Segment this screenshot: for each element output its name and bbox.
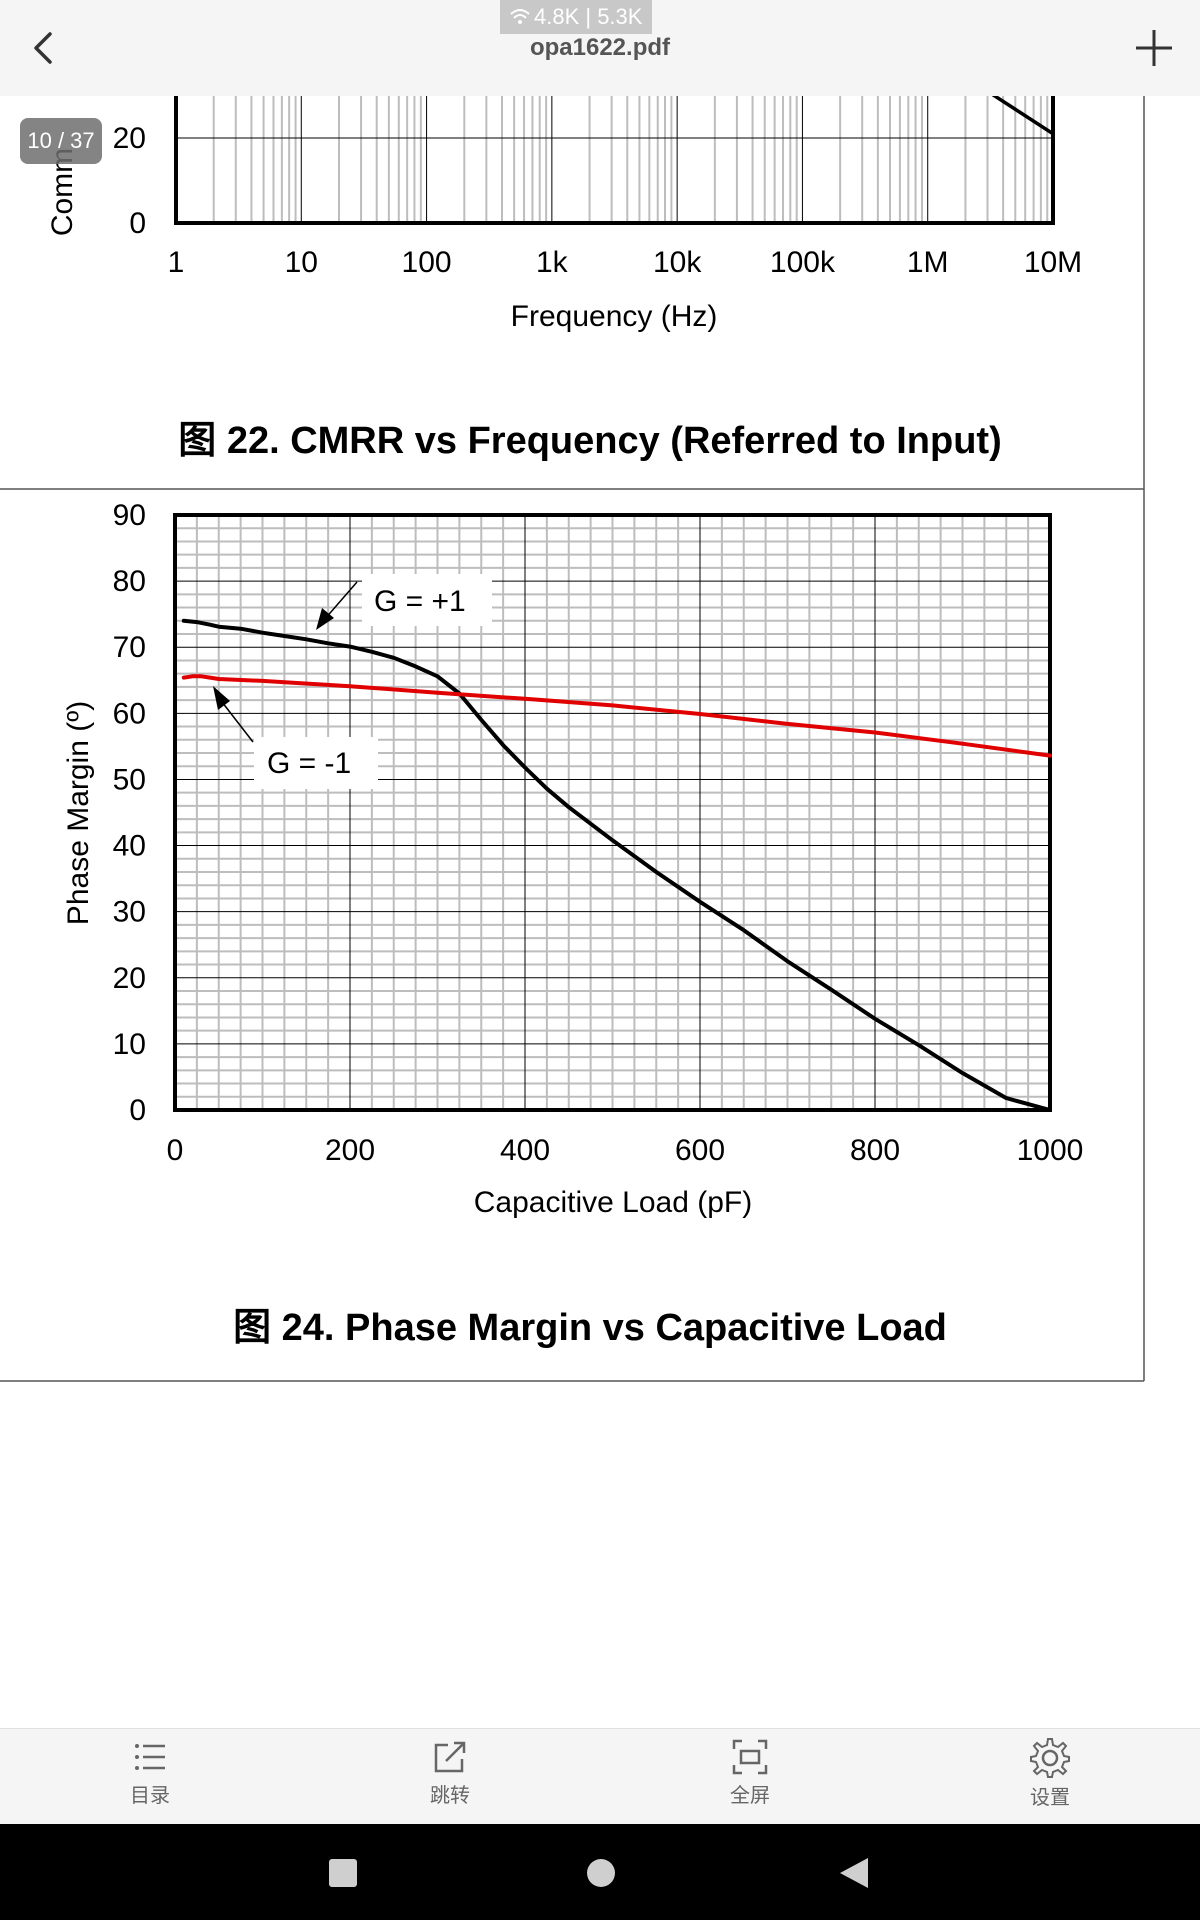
cmrr-series-line xyxy=(991,96,1054,136)
figure-caption: 图 24. Phase Margin vs Capacitive Load xyxy=(233,1307,947,1349)
annotation-pointer xyxy=(323,581,358,621)
x-axis-label: Capacitive Load (pF) xyxy=(474,1186,752,1219)
series-line-g-minus-1 xyxy=(181,674,1052,758)
plus-icon[interactable] xyxy=(1132,26,1176,70)
x-tick-label: 1 xyxy=(168,246,185,279)
y-tick-label: 0 xyxy=(129,1094,146,1127)
gear-icon xyxy=(1030,1738,1070,1778)
y-tick-label: 30 xyxy=(113,896,146,929)
bottom-toolbar: 目录 跳转 全屏 设置 xyxy=(0,1728,1200,1825)
annotation-arrowhead xyxy=(213,686,230,710)
fullscreen-button[interactable]: 全屏 xyxy=(690,1737,810,1817)
wifi-icon xyxy=(510,9,530,24)
y-tick-label: 90 xyxy=(113,499,146,532)
y-tick-label: 20 xyxy=(113,122,146,155)
series-line-g-plus-1 xyxy=(181,618,1052,1112)
recent-apps-icon[interactable] xyxy=(328,1858,358,1888)
toc-label: 目录 xyxy=(130,1783,170,1807)
annotation-box xyxy=(362,574,492,626)
y-tick-label: 70 xyxy=(113,631,146,664)
system-navigation-bar xyxy=(0,1824,1200,1920)
pdf-page-view[interactable]: 20 0 1 10 100 1k 10k 100k 1M 10M Frequency (Hz) Com… xyxy=(0,96,1200,1728)
x-tick-label: 100k xyxy=(770,246,836,279)
annotation-pointer xyxy=(221,701,254,743)
home-icon[interactable] xyxy=(586,1858,616,1888)
y-axis-label: Phase Margin (º) xyxy=(62,701,95,925)
settings-button[interactable]: 设置 xyxy=(990,1737,1110,1817)
x-tick-label: 800 xyxy=(850,1134,900,1167)
x-tick-label: 600 xyxy=(675,1134,725,1167)
x-axis-label: Frequency (Hz) xyxy=(511,300,718,333)
y-tick-label: 40 xyxy=(113,830,146,863)
x-tick-label: 10M xyxy=(1024,246,1082,279)
annotation-arrowhead xyxy=(316,608,334,630)
x-tick-label: 400 xyxy=(500,1134,550,1167)
x-tick-label: 1000 xyxy=(1017,1134,1084,1167)
back-arrow-icon[interactable] xyxy=(24,26,64,70)
y-tick-label: 0 xyxy=(129,207,146,240)
network-speed-indicator: 4.8K | 5.3K xyxy=(500,0,653,34)
annotation-g-plus: G = +1 xyxy=(374,585,466,618)
toc-button[interactable]: 目录 xyxy=(90,1737,210,1817)
x-tick-label: 10k xyxy=(653,246,702,279)
jump-icon xyxy=(434,1741,466,1773)
network-speed-text: 4.8K | 5.3K xyxy=(534,4,643,29)
figure-caption: 图 22. CMRR vs Frequency (Referred to Inp… xyxy=(178,420,1001,462)
jump-label: 跳转 xyxy=(430,1783,470,1807)
y-tick-label: 10 xyxy=(113,1028,146,1061)
plot-border xyxy=(173,513,1052,1112)
list-icon xyxy=(135,1744,165,1770)
fullscreen-icon xyxy=(732,1739,768,1775)
document-title: opa1622.pdf xyxy=(529,34,671,61)
x-tick-label: 10 xyxy=(285,246,318,279)
x-tick-label: 100 xyxy=(402,246,452,279)
page-indicator: 10 / 37 xyxy=(20,118,102,164)
y-tick-label: 60 xyxy=(113,697,146,730)
y-tick-label: 80 xyxy=(113,565,146,598)
x-tick-label: 0 xyxy=(167,1134,184,1167)
x-tick-label: 1M xyxy=(907,246,949,279)
back-triangle-icon[interactable] xyxy=(838,1856,870,1890)
jump-button[interactable]: 跳转 xyxy=(390,1737,510,1817)
x-tick-label: 1k xyxy=(536,246,569,279)
y-tick-label: 50 xyxy=(113,763,146,796)
fullscreen-label: 全屏 xyxy=(730,1783,770,1807)
annotation-box xyxy=(254,737,378,789)
settings-label: 设置 xyxy=(1030,1785,1070,1809)
y-tick-label: 20 xyxy=(113,962,146,995)
x-tick-label: 200 xyxy=(325,1134,375,1167)
annotation-g-minus: G = -1 xyxy=(267,747,351,780)
